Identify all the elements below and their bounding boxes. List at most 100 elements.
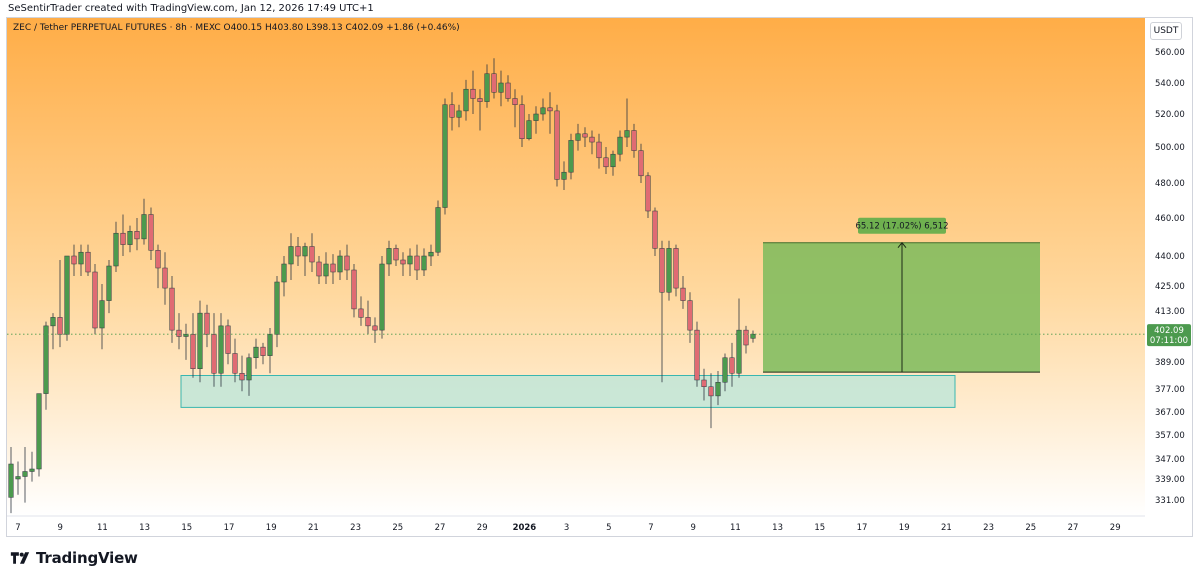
candle[interactable] — [708, 373, 714, 429]
candle[interactable] — [134, 218, 140, 251]
candle[interactable] — [561, 161, 567, 190]
candle[interactable] — [701, 368, 707, 401]
candle[interactable] — [344, 244, 350, 280]
candle[interactable] — [372, 317, 378, 343]
candle[interactable] — [722, 353, 728, 392]
candle[interactable] — [225, 319, 231, 365]
candle[interactable] — [498, 70, 504, 107]
candle[interactable] — [85, 244, 91, 276]
candle[interactable] — [176, 313, 182, 350]
candle[interactable] — [442, 98, 448, 215]
candle[interactable] — [666, 240, 672, 301]
candle[interactable] — [78, 244, 84, 276]
candle[interactable] — [449, 92, 455, 131]
candle[interactable] — [267, 328, 273, 374]
candle[interactable] — [610, 150, 616, 176]
candle[interactable] — [484, 64, 490, 108]
candle[interactable] — [386, 240, 392, 276]
candle[interactable] — [274, 276, 280, 348]
candle[interactable] — [50, 313, 56, 350]
candle[interactable] — [253, 338, 259, 369]
candle[interactable] — [92, 264, 98, 335]
candle[interactable] — [687, 292, 693, 343]
candle[interactable] — [582, 127, 588, 147]
candle[interactable] — [169, 276, 175, 343]
candle[interactable] — [8, 447, 14, 514]
candle[interactable] — [596, 133, 602, 169]
candle[interactable] — [141, 198, 147, 245]
candle[interactable] — [715, 371, 721, 406]
candle[interactable] — [106, 260, 112, 314]
candle[interactable] — [302, 242, 308, 276]
candle[interactable] — [575, 123, 581, 151]
candle[interactable] — [337, 250, 343, 280]
candle[interactable] — [414, 244, 420, 280]
candle[interactable] — [533, 106, 539, 134]
candle[interactable] — [463, 79, 469, 121]
candle[interactable] — [680, 276, 686, 309]
candle[interactable] — [351, 264, 357, 318]
candle[interactable] — [29, 451, 35, 482]
candle[interactable] — [288, 233, 294, 280]
candle[interactable] — [197, 300, 203, 383]
candle[interactable] — [554, 104, 560, 187]
candle[interactable] — [435, 200, 441, 257]
candle[interactable] — [162, 252, 168, 305]
candle[interactable] — [505, 75, 511, 102]
candle[interactable] — [470, 70, 476, 114]
candle[interactable] — [540, 98, 546, 121]
candle[interactable] — [43, 321, 49, 410]
candle[interactable] — [260, 342, 266, 365]
candle[interactable] — [694, 321, 700, 387]
candle[interactable] — [22, 447, 28, 503]
candle[interactable] — [568, 133, 574, 180]
candle[interactable] — [512, 89, 518, 128]
candle[interactable] — [330, 254, 336, 284]
candle[interactable] — [477, 89, 483, 131]
candle[interactable] — [239, 355, 245, 392]
candle[interactable] — [246, 353, 252, 396]
candle[interactable] — [316, 256, 322, 284]
candle[interactable] — [491, 58, 497, 99]
candle[interactable] — [603, 147, 609, 174]
candle[interactable] — [183, 323, 189, 360]
candle[interactable] — [36, 393, 42, 477]
candle[interactable] — [659, 240, 665, 383]
candle[interactable] — [736, 298, 742, 378]
candle[interactable] — [379, 256, 385, 339]
candle[interactable] — [652, 207, 658, 257]
candle[interactable] — [127, 225, 133, 253]
candle[interactable] — [211, 313, 217, 387]
candle[interactable] — [526, 114, 532, 141]
currency-button[interactable]: USDT — [1150, 22, 1182, 40]
candle[interactable] — [190, 313, 196, 378]
candle[interactable] — [645, 172, 651, 218]
candle[interactable] — [155, 244, 161, 289]
candle[interactable] — [281, 256, 287, 297]
candle[interactable] — [589, 130, 595, 155]
candle[interactable] — [295, 237, 301, 266]
candle[interactable] — [218, 313, 224, 387]
candle[interactable] — [519, 95, 525, 147]
candle[interactable] — [428, 244, 434, 266]
candle[interactable] — [309, 233, 315, 272]
candle[interactable] — [358, 296, 364, 326]
candle[interactable] — [421, 248, 427, 276]
candle[interactable] — [547, 92, 553, 134]
candle[interactable] — [99, 284, 105, 350]
candle[interactable] — [148, 207, 154, 261]
candle[interactable] — [232, 338, 238, 383]
candle[interactable] — [456, 104, 462, 128]
candle[interactable] — [15, 461, 21, 495]
candle[interactable] — [71, 244, 77, 276]
candle[interactable] — [624, 98, 630, 148]
candle[interactable] — [631, 123, 637, 158]
candle[interactable] — [323, 252, 329, 284]
candle[interactable] — [743, 325, 749, 354]
candle[interactable] — [638, 143, 644, 183]
candle[interactable] — [400, 252, 406, 276]
candle[interactable] — [113, 221, 119, 272]
candle[interactable] — [365, 300, 371, 335]
candle[interactable] — [407, 248, 413, 276]
